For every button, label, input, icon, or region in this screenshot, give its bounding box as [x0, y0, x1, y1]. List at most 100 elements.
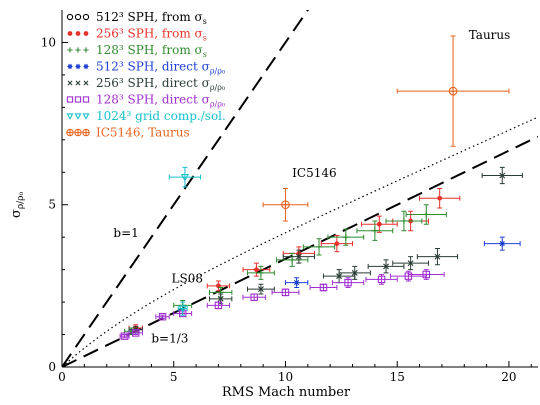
marker-square [214, 301, 223, 310]
marker-circle-plus [66, 129, 74, 136]
legend-entry: 256³ SPH, from σs [67, 27, 207, 43]
data-point [396, 35, 510, 147]
marker-square [158, 312, 167, 321]
marker-dot [376, 221, 382, 227]
data-point [392, 256, 429, 271]
x-tick-label: 5 [170, 370, 178, 384]
legend-label-main: IC5146, Taurus [96, 126, 190, 140]
marker-x [295, 253, 302, 260]
x-tick-label: 0 [58, 370, 66, 384]
y-error-bar [133, 330, 139, 336]
marker-plus [342, 233, 350, 241]
data-point [309, 283, 338, 292]
data-point [282, 249, 316, 264]
marker-x [434, 253, 441, 260]
marker-triangle-down [82, 113, 90, 120]
marker-asterisk [75, 63, 81, 70]
legend-entry: 256³ SPH, direct σρ/ρ₀ [67, 76, 225, 92]
legend-label: 128³ SPH, direct σρ/ρ₀ [96, 93, 225, 109]
marker-dot [437, 195, 443, 201]
axis-ticks: 0 5 10 15 20 0 5 10 [41, 35, 532, 384]
legend-label-main: 128³ SPH, from σ [96, 43, 203, 57]
data-point [302, 238, 336, 256]
legend-label-main: 1024³ grid comp./sol. [96, 109, 226, 123]
marker-plus [67, 47, 73, 53]
marker-triangle-down [74, 113, 82, 120]
data-point [276, 252, 309, 267]
marker-square [377, 275, 386, 284]
annotation-ls08: LS08 [172, 272, 203, 286]
legend-label-sub: ρ/ρ₀ [210, 100, 225, 109]
series-3 [284, 236, 521, 288]
marker-square [250, 293, 258, 301]
legend-label: 512³ SPH, from σs [96, 10, 207, 26]
marker-square [319, 283, 328, 292]
marker-triangle-down [66, 113, 74, 120]
y-axis-title: σρ/ρ₀ [9, 192, 26, 218]
legend-label: 512³ SPH, direct σρ/ρ₀ [96, 60, 225, 76]
marker-dot [67, 31, 73, 36]
legend-label-sub: ρ/ρ₀ [210, 83, 225, 92]
legend-label-sub: s [203, 34, 207, 43]
legend-label-main: 512³ SPH, from σ [96, 10, 203, 24]
data-point [320, 235, 354, 253]
y-tick-label: 0 [48, 360, 56, 374]
marker-asterisk [83, 63, 89, 70]
data-point [206, 301, 231, 310]
data-point [356, 220, 394, 241]
marker-circle [66, 13, 74, 21]
marker-x [336, 273, 343, 280]
x-tick-label: 10 [278, 370, 293, 384]
marker-x [67, 80, 73, 86]
marker-dot [75, 31, 81, 36]
marker-asterisk [67, 63, 73, 70]
marker-plus [315, 243, 323, 251]
y-tick-label: 10 [41, 35, 56, 49]
legend-label: 128³ SPH, from σs [96, 43, 207, 59]
legend-entry: 128³ SPH, from σs [67, 43, 207, 59]
y-error-bar [182, 166, 188, 188]
marker-square [131, 329, 140, 337]
legend-label: 256³ SPH, from σs [96, 27, 207, 43]
data-point [206, 280, 231, 292]
legend-label-sub: s [203, 17, 207, 26]
marker-dot [334, 241, 340, 247]
x-tick-label: 15 [390, 370, 405, 384]
plot-frame [61, 10, 538, 368]
series-7 [262, 35, 510, 222]
data-point [284, 277, 309, 288]
legend-entry: 512³ SPH, direct σρ/ρ₀ [67, 60, 225, 76]
legend-label-main: 256³ SPH, direct σ [96, 76, 210, 90]
legend-label: IC5146, Taurus [96, 126, 190, 140]
legend-entry: IC5146, Taurus [66, 126, 190, 140]
data-point [242, 293, 266, 301]
legend-entry: 128³ SPH, direct σρ/ρ₀ [66, 93, 225, 109]
data-point [405, 204, 447, 225]
marker-plus [83, 47, 89, 53]
data-point [246, 283, 275, 295]
marker-circle [74, 13, 82, 21]
data-point [128, 329, 143, 337]
data-points [119, 35, 523, 340]
marker-square [281, 288, 290, 297]
legend-label-sub: ρ/ρ₀ [210, 67, 225, 76]
legend-entry: 512³ SPH, from σs [66, 10, 207, 26]
marker-circle-plus [281, 200, 290, 209]
annotation-b-1: b=1 [113, 226, 138, 240]
data-point [168, 166, 202, 188]
data-point [385, 210, 423, 232]
y-axis-title-group: σρ/ρ₀ [9, 192, 26, 218]
marker-plus [257, 269, 265, 277]
data-point [483, 236, 521, 251]
marker-circle-plus [449, 87, 457, 95]
x-tick-label: 20 [501, 370, 516, 384]
data-point [367, 259, 405, 274]
marker-square [82, 96, 90, 103]
marker-circle-plus [82, 129, 90, 136]
marker-x [499, 172, 506, 179]
data-point [208, 293, 233, 305]
data-point [365, 274, 398, 285]
x-axis-title: RMS Mach number [222, 385, 351, 400]
annotations: Taurus IC5146 b=1 LS08 b=1/3 [113, 28, 510, 345]
